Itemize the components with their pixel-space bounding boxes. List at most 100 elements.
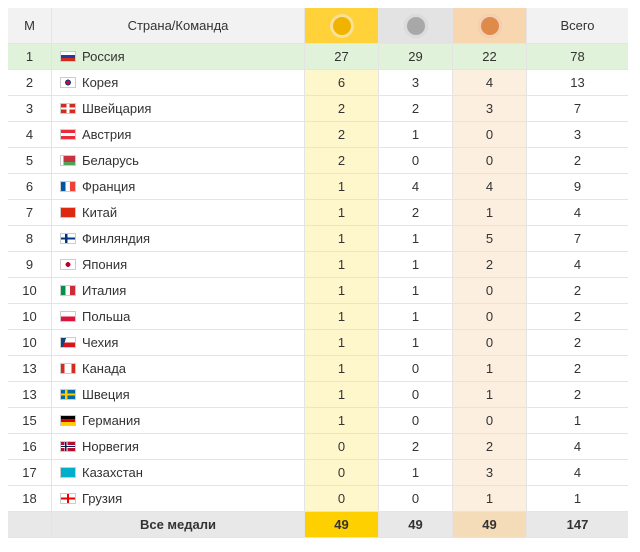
flag-icon xyxy=(60,77,76,88)
silver-cell: 1 xyxy=(379,122,453,147)
total-cell: 2 xyxy=(573,387,582,402)
country-name: Австрия xyxy=(82,127,132,142)
country-name: Россия xyxy=(82,49,125,64)
gold-cell: 1 xyxy=(305,174,379,199)
bronze-cell: 2 xyxy=(453,252,527,277)
country-cell: Польша xyxy=(52,304,305,329)
country-cell: Швейцария xyxy=(52,96,305,121)
gold-cell: 1 xyxy=(305,278,379,303)
rank-cell: 7 xyxy=(8,200,52,225)
gold-cell: 0 xyxy=(305,460,379,485)
total-cell: 2 xyxy=(573,335,582,350)
total-cell: 2 xyxy=(573,309,582,324)
flag-icon xyxy=(60,493,76,504)
bronze-cell: 0 xyxy=(453,330,527,355)
table-row: 10 Чехия 1 1 0 2 xyxy=(8,330,628,356)
bronze-cell: 2 xyxy=(453,434,527,459)
total-cell: 4 xyxy=(573,465,582,480)
bronze-cell: 3 xyxy=(453,460,527,485)
country-name: Канада xyxy=(82,361,127,376)
silver-cell: 4 xyxy=(379,174,453,199)
silver-header xyxy=(379,8,453,43)
country-cell: Франция xyxy=(52,174,305,199)
country-name: Польша xyxy=(82,309,131,324)
total-cell: 2 xyxy=(573,361,582,376)
rank-cell: 13 xyxy=(8,382,52,407)
silver-cell: 1 xyxy=(379,278,453,303)
gold-cell: 1 xyxy=(305,200,379,225)
gold-cell: 6 xyxy=(305,70,379,95)
total-cell: 2 xyxy=(573,283,582,298)
total-cell: 2 xyxy=(573,153,582,168)
rank-cell: 2 xyxy=(8,70,52,95)
gold-cell: 1 xyxy=(305,382,379,407)
rank-cell: 15 xyxy=(8,408,52,433)
silver-cell: 1 xyxy=(379,304,453,329)
total-cell: 4 xyxy=(573,205,582,220)
rank-cell: 4 xyxy=(8,122,52,147)
flag-icon xyxy=(60,233,76,244)
country-name: Норвегия xyxy=(82,439,139,454)
country-name: Грузия xyxy=(82,491,123,506)
flag-icon xyxy=(60,259,76,270)
total-cell: 7 xyxy=(573,101,582,116)
gold-cell: 1 xyxy=(305,356,379,381)
bronze-cell: 0 xyxy=(453,304,527,329)
country-cell: Грузия xyxy=(52,486,305,511)
flag-icon xyxy=(60,51,76,62)
flag-icon xyxy=(60,311,76,322)
country-cell: Япония xyxy=(52,252,305,277)
bronze-cell: 4 xyxy=(453,174,527,199)
country-cell: Германия xyxy=(52,408,305,433)
table-row: 3 Швейцария 2 2 3 7 xyxy=(8,96,628,122)
silver-cell: 2 xyxy=(379,200,453,225)
gold-cell: 0 xyxy=(305,486,379,511)
table-row: 13 Швеция 1 0 1 2 xyxy=(8,382,628,408)
gold-cell: 1 xyxy=(305,330,379,355)
bronze-cell: 3 xyxy=(453,96,527,121)
flag-icon xyxy=(60,441,76,452)
flag-icon xyxy=(60,363,76,374)
flag-icon xyxy=(60,285,76,296)
rank-cell: 5 xyxy=(8,148,52,173)
total-cell: 4 xyxy=(573,257,582,272)
country-cell: Беларусь xyxy=(52,148,305,173)
gold-header xyxy=(305,8,379,43)
country-cell: Китай xyxy=(52,200,305,225)
rank-cell: 16 xyxy=(8,434,52,459)
country-name: Казахстан xyxy=(82,465,143,480)
gold-cell: 2 xyxy=(305,122,379,147)
flag-icon xyxy=(60,389,76,400)
flag-icon xyxy=(60,415,76,426)
footer-cell xyxy=(8,512,52,537)
gold-cell: 0 xyxy=(305,434,379,459)
silver-cell: 3 xyxy=(379,70,453,95)
bronze-cell: 1 xyxy=(453,200,527,225)
header-cell: Страна/Команда xyxy=(52,8,305,43)
rank-cell: 6 xyxy=(8,174,52,199)
country-name: Швейцария xyxy=(82,101,152,116)
bronze-cell: 0 xyxy=(453,408,527,433)
flag-icon xyxy=(60,129,76,140)
footer-label: Все медали xyxy=(52,512,305,537)
silver-cell: 1 xyxy=(379,460,453,485)
table-row: 6 Франция 1 4 4 9 xyxy=(8,174,628,200)
gold-cell: 27 xyxy=(305,44,379,69)
country-name: Италия xyxy=(82,283,127,298)
bronze-header xyxy=(453,8,527,43)
bronze-cell: 1 xyxy=(453,382,527,407)
table-row: 8 Финляндия 1 1 5 7 xyxy=(8,226,628,252)
rank-cell: 17 xyxy=(8,460,52,485)
silver-cell: 0 xyxy=(379,148,453,173)
gold-cell: 2 xyxy=(305,148,379,173)
total-cell: 4 xyxy=(573,439,582,454)
flag-icon xyxy=(60,337,76,348)
rank-cell: 9 xyxy=(8,252,52,277)
table-row: 15 Германия 1 0 0 1 xyxy=(8,408,628,434)
gold-cell: 1 xyxy=(305,304,379,329)
rank-cell: 1 xyxy=(8,44,52,69)
rank-cell: 8 xyxy=(8,226,52,251)
country-cell: Россия xyxy=(52,44,305,69)
country-name: Германия xyxy=(82,413,141,428)
rank-cell: 10 xyxy=(8,304,52,329)
